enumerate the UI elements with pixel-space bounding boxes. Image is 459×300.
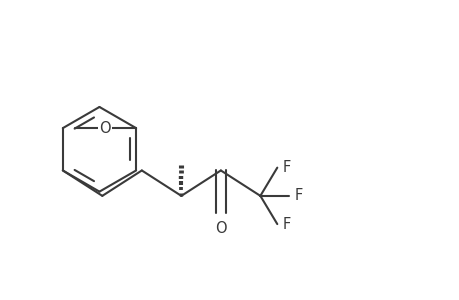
Text: F: F xyxy=(294,188,302,203)
Text: F: F xyxy=(282,217,291,232)
Text: O: O xyxy=(214,220,226,236)
Text: O: O xyxy=(99,121,111,136)
Text: F: F xyxy=(282,160,291,175)
